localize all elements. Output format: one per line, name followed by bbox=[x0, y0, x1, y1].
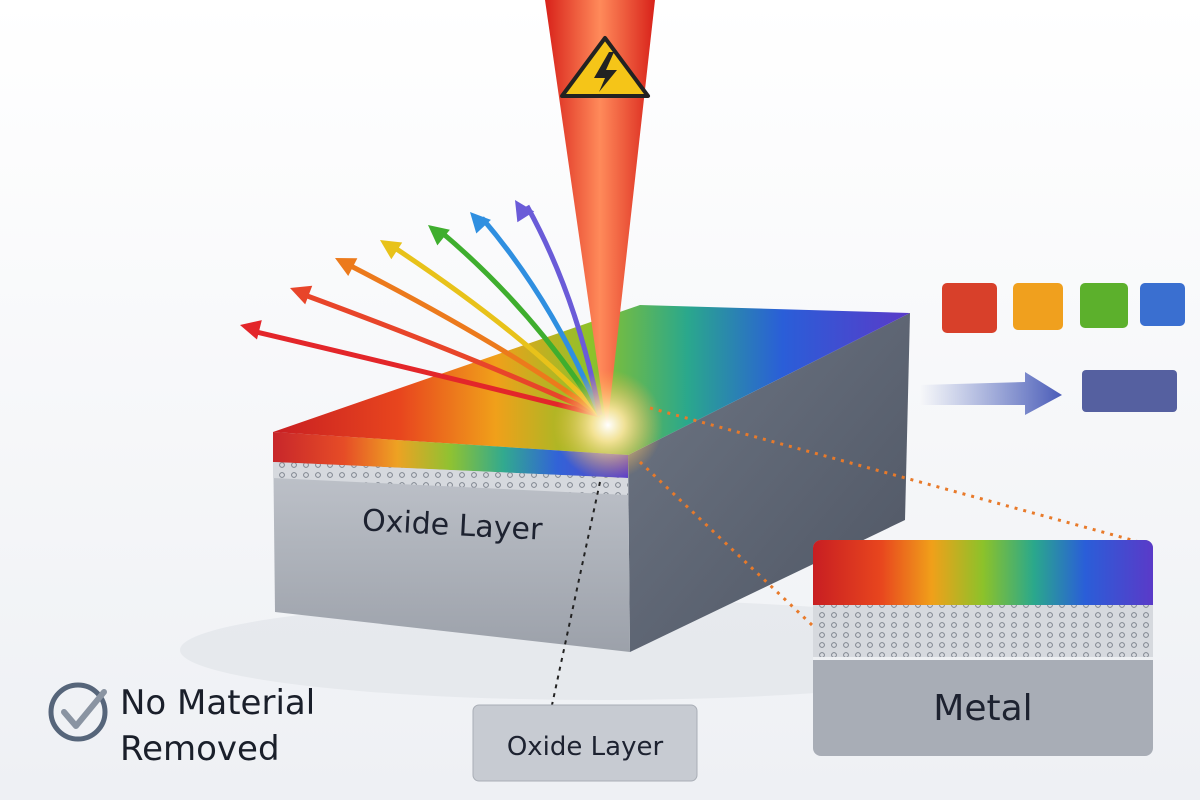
oxide-callout-line bbox=[551, 481, 601, 706]
inset-guide-line-lower bbox=[638, 460, 814, 627]
oxide-callout-box bbox=[472, 704, 698, 782]
ray-arrowhead-1 bbox=[290, 285, 313, 305]
oxide-layer-edge bbox=[273, 432, 628, 478]
cross-section-inset bbox=[813, 540, 1153, 756]
block-side-face bbox=[628, 313, 910, 652]
check-circle-icon bbox=[48, 682, 108, 742]
metal-label: Metal bbox=[933, 688, 1033, 729]
result-arrow bbox=[920, 372, 1062, 415]
claim-line-1: No Material bbox=[120, 683, 316, 723]
ray-arrowhead-3 bbox=[380, 240, 403, 260]
ray-arrowhead-4 bbox=[428, 225, 450, 246]
color-swatch-3 bbox=[1140, 283, 1185, 326]
oxide-interface bbox=[273, 462, 628, 495]
laser-spark bbox=[553, 370, 663, 480]
metal-block bbox=[273, 305, 910, 652]
oxide-callout-label: Oxide Layer bbox=[506, 732, 664, 762]
result-color-swatch bbox=[1082, 370, 1177, 412]
ray-arrowhead-2 bbox=[335, 258, 358, 277]
color-swatch-1 bbox=[1013, 283, 1063, 330]
inset-guide-line-upper bbox=[649, 406, 1151, 547]
ray-arrowhead-0 bbox=[240, 320, 262, 340]
color-swatches bbox=[942, 283, 1185, 333]
inset-oxide-layer bbox=[813, 540, 1153, 605]
laser-beam bbox=[545, 0, 655, 430]
high-voltage-warning-icon bbox=[560, 36, 650, 98]
ray-arrowhead-5 bbox=[470, 212, 491, 234]
color-swatch-2 bbox=[1080, 283, 1128, 328]
claim-line-2: Removed bbox=[120, 729, 280, 769]
no-material-removed-text: No Material Removed bbox=[120, 680, 315, 772]
inset-interface-layer bbox=[813, 605, 1153, 657]
color-swatch-0 bbox=[942, 283, 997, 333]
ray-arrowhead-6 bbox=[515, 200, 535, 223]
